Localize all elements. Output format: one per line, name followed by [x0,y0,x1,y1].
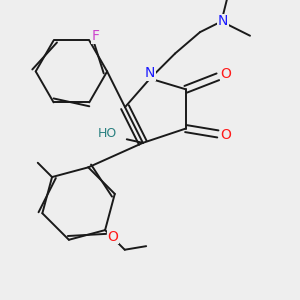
Text: N: N [145,66,155,80]
Text: O: O [220,128,231,142]
Text: F: F [92,29,100,43]
Text: N: N [218,14,228,28]
Text: O: O [107,230,118,244]
Text: O: O [220,67,231,81]
Text: HO: HO [98,128,117,140]
